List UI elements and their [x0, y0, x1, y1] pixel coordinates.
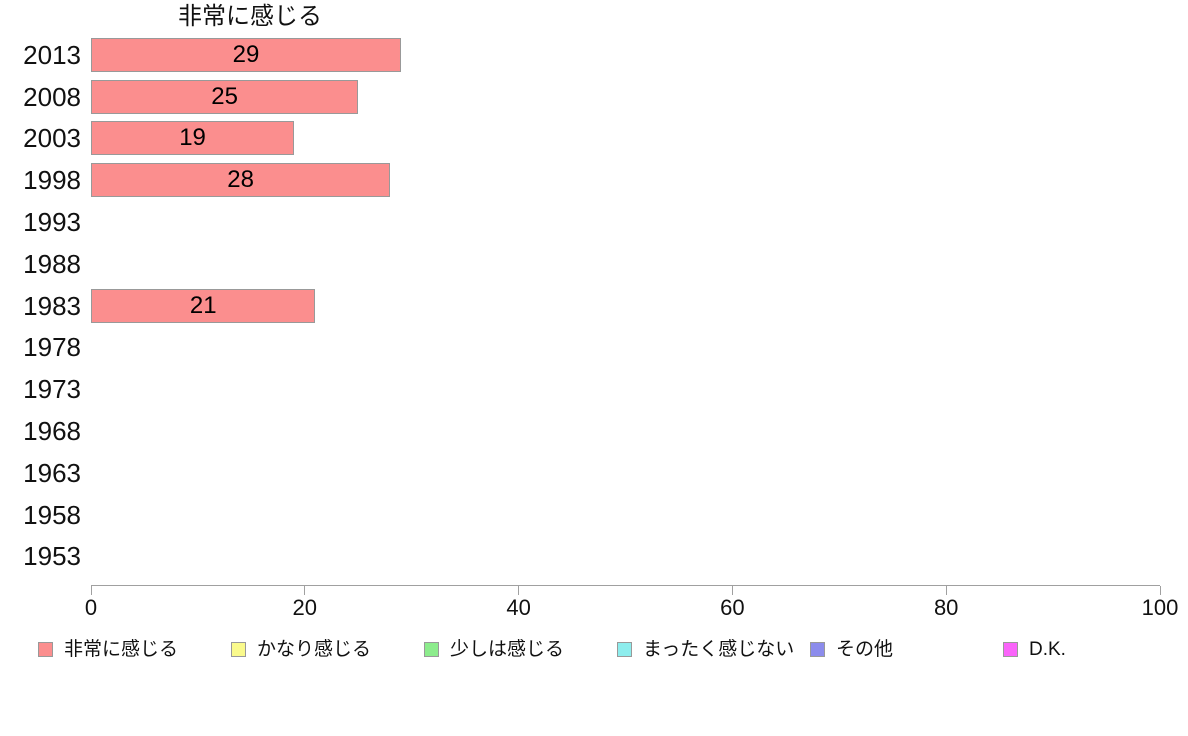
x-axis-tick-label: 20 — [292, 595, 318, 620]
year-label: 1988 — [23, 248, 81, 279]
bar-area — [91, 410, 1160, 452]
x-axis-tick-label: 80 — [933, 595, 959, 620]
year-label: 1973 — [23, 374, 81, 405]
bar-area: 28 — [91, 159, 1160, 201]
chart-row: 2003 19 — [0, 118, 1160, 160]
chart-row: 2008 25 — [0, 76, 1160, 118]
bar: 21 — [91, 288, 316, 323]
legend-item: 少しは感じる — [424, 640, 617, 659]
bar-area — [91, 536, 1160, 578]
x-axis-tick-label: 100 — [1141, 595, 1179, 620]
chart-row: 1958 — [0, 494, 1160, 536]
bar-area — [91, 494, 1160, 536]
legend-item-label: D.K. — [1029, 639, 1066, 660]
chart-row: 1968 — [0, 410, 1160, 452]
legend-swatch — [38, 642, 53, 657]
bar: 19 — [91, 121, 295, 156]
bar-value-label: 19 — [179, 124, 206, 152]
bar-area: 21 — [91, 285, 1160, 327]
year-label: 1953 — [23, 541, 81, 572]
chart-row: 1953 — [0, 536, 1160, 578]
bar-area — [91, 368, 1160, 410]
chart-row: 1983 21 — [0, 285, 1160, 327]
legend-item-label: まったく感じない — [643, 639, 795, 660]
year-label: 2013 — [23, 39, 81, 70]
chart-row: 1973 — [0, 368, 1160, 410]
x-axis-tick-label: 40 — [506, 595, 531, 620]
legend-item: かなり感じる — [231, 640, 424, 659]
bar-area — [91, 327, 1160, 369]
x-axis-tick-mark — [731, 586, 733, 595]
bar: 29 — [91, 37, 401, 72]
x-axis-tick-mark — [945, 586, 947, 595]
x-axis-tick-mark — [304, 586, 306, 595]
legend-item-label: その他 — [836, 639, 894, 660]
x-axis-tick-label: 0 — [84, 595, 98, 620]
bar-value-label: 28 — [227, 166, 254, 194]
bar-value-label: 21 — [189, 291, 217, 319]
x-axis-tick-mark — [1159, 586, 1161, 595]
x-axis-tick-mark — [518, 586, 520, 595]
year-label: 2003 — [23, 123, 81, 154]
bar-area: 19 — [91, 118, 1160, 160]
chart-row: 1988 — [0, 243, 1160, 285]
chart-title: 非常に感じる — [178, 3, 322, 30]
chart-rows: 2013 29 2008 25 2003 19 — [0, 34, 1160, 577]
bar: 28 — [91, 163, 391, 198]
legend-swatch — [1003, 642, 1018, 657]
year-label: 2008 — [23, 81, 81, 112]
legend-item: 非常に感じる — [38, 640, 231, 659]
bar-area — [91, 243, 1160, 285]
year-label: 1998 — [23, 165, 81, 196]
chart-row: 1998 28 — [0, 159, 1160, 201]
legend-item-label: 非常に感じる — [64, 639, 179, 660]
bar-area — [91, 201, 1160, 243]
chart-row: 1978 — [0, 327, 1160, 369]
legend-swatch — [617, 642, 632, 657]
year-label: 1978 — [23, 332, 81, 363]
x-axis-tick-label: 60 — [720, 595, 745, 620]
legend-swatch — [810, 642, 825, 657]
x-axis: 0 20 40 60 80 100 — [85, 585, 1178, 619]
legend-item: D.K. — [1003, 640, 1188, 659]
bar-value-label: 25 — [211, 82, 238, 110]
legend-item-label: 少しは感じる — [450, 639, 565, 660]
x-axis-tick-mark — [90, 586, 92, 595]
bar-area: 29 — [91, 34, 1160, 76]
bar: 25 — [91, 79, 359, 114]
bar-area — [91, 452, 1160, 494]
legend: 非常に感じる かなり感じる 少しは感じる まったく感じない その他 D.K. — [38, 640, 1188, 659]
year-label: 1993 — [23, 207, 81, 238]
legend-swatch — [424, 642, 439, 657]
chart-row: 1993 — [0, 201, 1160, 243]
bar-value-label: 29 — [232, 40, 260, 68]
legend-item: その他 — [810, 640, 1003, 659]
year-label: 1968 — [23, 416, 81, 447]
year-label: 1963 — [23, 457, 81, 488]
legend-item-label: かなり感じる — [257, 639, 372, 660]
chart-row: 2013 29 — [0, 34, 1160, 76]
legend-item: まったく感じない — [617, 640, 810, 659]
legend-swatch — [231, 642, 246, 657]
year-label: 1983 — [23, 290, 81, 321]
bar-area: 25 — [91, 76, 1160, 118]
year-label: 1958 — [23, 499, 81, 530]
chart-row: 1963 — [0, 452, 1160, 494]
